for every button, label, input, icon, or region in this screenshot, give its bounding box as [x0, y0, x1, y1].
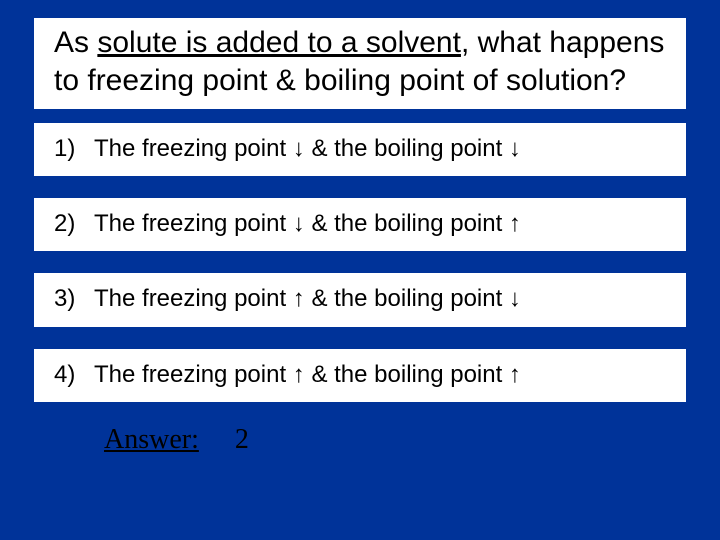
- option-4-body: The freezing point ↑ & the boiling point…: [94, 361, 521, 388]
- question-underlined: solute is added to a solvent: [97, 26, 461, 59]
- question-text: As solute is added to a solvent, what ha…: [54, 24, 666, 99]
- options-list: 1)The freezing point ↓ & the boiling poi…: [34, 123, 686, 424]
- option-3-body: The freezing point ↑ & the boiling point…: [94, 285, 521, 312]
- option-1: 1)The freezing point ↓ & the boiling poi…: [34, 123, 686, 176]
- option-4: 4)The freezing point ↑ & the boiling poi…: [34, 349, 686, 402]
- option-1-text: 1)The freezing point ↓ & the boiling poi…: [54, 133, 666, 164]
- option-1-number: 1): [54, 133, 94, 164]
- question-prefix: As: [54, 26, 97, 59]
- option-2: 2)The freezing point ↓ & the boiling poi…: [34, 198, 686, 251]
- option-3: 3)The freezing point ↑ & the boiling poi…: [34, 273, 686, 326]
- option-4-number: 4): [54, 359, 94, 390]
- option-2-body: The freezing point ↓ & the boiling point…: [94, 210, 521, 237]
- option-3-text: 3)The freezing point ↑ & the boiling poi…: [54, 283, 666, 314]
- answer-label: Answer:: [104, 424, 199, 456]
- question-box: As solute is added to a solvent, what ha…: [34, 18, 686, 109]
- option-2-number: 2): [54, 208, 94, 239]
- slide-container: As solute is added to a solvent, what ha…: [0, 0, 720, 540]
- option-2-text: 2)The freezing point ↓ & the boiling poi…: [54, 208, 666, 239]
- option-1-body: The freezing point ↓ & the boiling point…: [94, 135, 521, 162]
- answer-value: 2: [235, 424, 249, 456]
- option-4-text: 4)The freezing point ↑ & the boiling poi…: [54, 359, 666, 390]
- option-3-number: 3): [54, 283, 94, 314]
- answer-row: Answer: 2: [34, 424, 686, 456]
